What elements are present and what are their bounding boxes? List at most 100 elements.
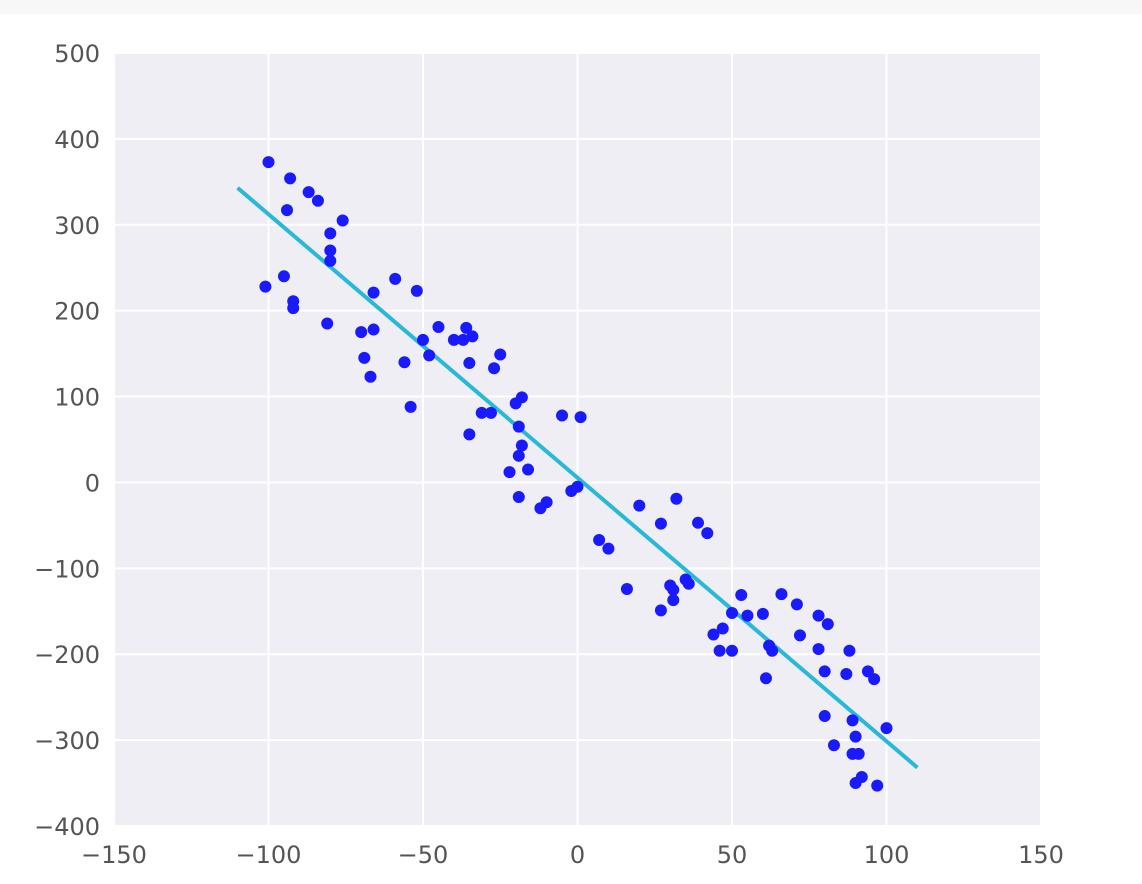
data-point <box>460 321 473 334</box>
points-layer <box>259 156 893 792</box>
x-tick-label: 50 <box>717 841 748 869</box>
data-point <box>367 286 380 299</box>
data-point <box>466 330 479 343</box>
data-point <box>633 499 646 512</box>
data-point <box>336 214 349 227</box>
data-point <box>670 492 683 505</box>
data-point <box>818 710 831 723</box>
x-tick-label: −150 <box>81 841 147 869</box>
data-point <box>512 449 525 462</box>
y-tick-label: 400 <box>54 126 100 154</box>
data-point <box>827 739 840 752</box>
data-point <box>410 284 423 297</box>
data-point <box>602 542 615 555</box>
data-point <box>593 533 606 546</box>
data-point <box>321 317 334 330</box>
x-tick-label: 100 <box>864 841 910 869</box>
data-point <box>654 604 667 617</box>
x-tick-labels: −150 −100 −50 0 50 100 150 <box>81 841 1064 869</box>
data-point <box>574 411 587 424</box>
data-point <box>735 588 748 601</box>
fit-line <box>236 186 919 770</box>
data-point <box>871 779 884 792</box>
data-point <box>793 629 806 642</box>
data-point <box>432 320 445 333</box>
data-point <box>571 480 584 493</box>
data-point <box>812 643 825 656</box>
data-point <box>726 644 738 657</box>
data-point <box>812 609 825 622</box>
data-point <box>512 420 525 433</box>
data-point <box>759 672 772 685</box>
data-point <box>849 777 862 790</box>
data-point <box>484 406 497 419</box>
data-point <box>534 502 547 515</box>
data-point <box>821 618 834 631</box>
data-point <box>713 644 726 657</box>
data-point <box>503 466 516 479</box>
data-point <box>457 333 470 346</box>
x-tick-label: −100 <box>236 841 302 869</box>
data-point <box>556 409 569 422</box>
data-point <box>701 527 714 540</box>
data-point <box>324 244 337 257</box>
y-tick-label: −300 <box>34 727 100 755</box>
data-point <box>766 644 779 657</box>
fit-line-layer <box>236 186 919 770</box>
top-strip <box>0 0 1142 14</box>
data-point <box>281 204 294 217</box>
data-point <box>287 302 300 315</box>
data-point <box>868 673 881 686</box>
data-point <box>475 406 488 419</box>
data-point <box>259 280 272 293</box>
data-point <box>775 588 788 601</box>
data-point <box>741 609 754 622</box>
y-tick-label: 100 <box>54 384 100 412</box>
data-point <box>726 606 738 619</box>
grid-layer <box>113 52 1042 827</box>
data-point <box>284 172 297 185</box>
y-tick-label: −200 <box>34 641 100 669</box>
y-tick-label: 500 <box>54 40 100 68</box>
data-point <box>509 397 522 410</box>
data-point <box>852 747 865 760</box>
data-point <box>667 594 680 607</box>
data-point <box>620 582 633 595</box>
data-point <box>389 272 402 285</box>
data-point <box>311 194 324 207</box>
data-point <box>849 730 862 743</box>
data-point <box>756 607 769 620</box>
y-tick-label: −400 <box>34 813 100 841</box>
data-point <box>355 326 368 339</box>
data-point <box>488 362 501 375</box>
data-point <box>843 644 856 657</box>
x-tick-label: 0 <box>570 841 585 869</box>
data-point <box>716 622 729 635</box>
data-point <box>324 254 337 267</box>
y-tick-labels: −400 −300 −200 −100 0 100 200 300 400 500 <box>34 40 100 841</box>
data-point <box>522 463 535 476</box>
data-point <box>790 598 803 611</box>
y-tick-label: 200 <box>54 298 100 326</box>
data-point <box>654 517 667 530</box>
data-point <box>404 400 417 413</box>
data-point <box>262 156 275 169</box>
data-point <box>447 333 460 346</box>
data-point <box>707 628 720 641</box>
data-point <box>667 583 680 596</box>
data-point <box>692 516 705 529</box>
data-point <box>840 667 853 680</box>
data-point <box>818 665 831 678</box>
data-point <box>398 356 411 369</box>
x-tick-label: 150 <box>1018 841 1064 869</box>
data-point <box>880 722 893 735</box>
y-tick-label: 0 <box>85 469 100 497</box>
data-point <box>515 439 528 452</box>
data-point <box>417 333 429 346</box>
data-point <box>358 351 371 364</box>
data-point <box>846 714 859 727</box>
y-tick-label: 300 <box>54 212 100 240</box>
data-point <box>512 491 525 504</box>
y-tick-label: −100 <box>34 555 100 583</box>
